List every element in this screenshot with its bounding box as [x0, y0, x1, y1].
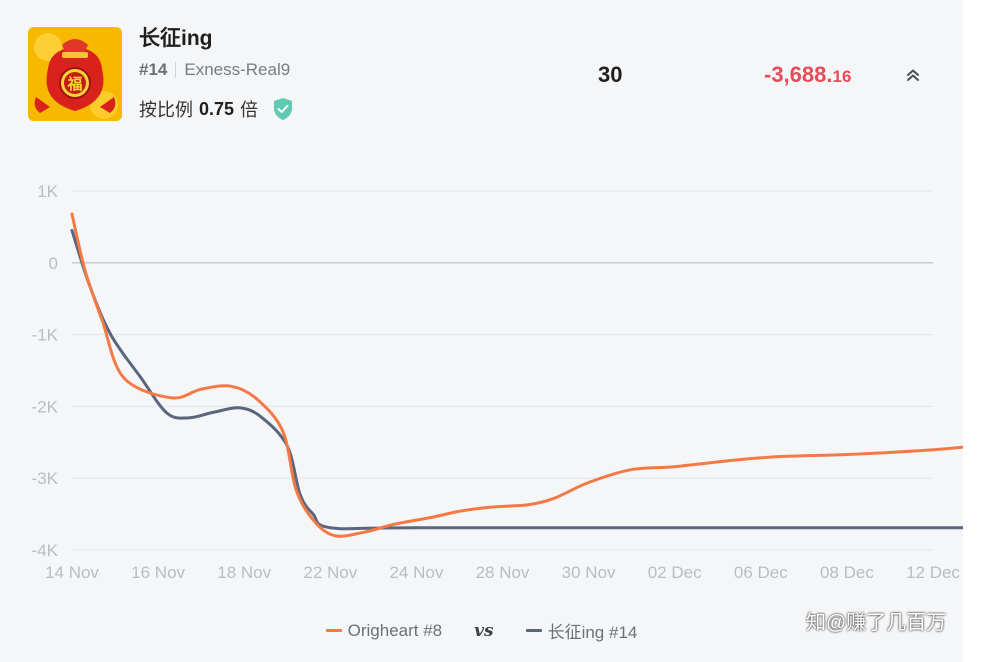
page-edge — [963, 0, 981, 662]
ratio-row: 按比例 0.75 倍 — [139, 96, 294, 122]
ratio-label: 按比例 — [139, 100, 193, 120]
count-value: 30 — [598, 62, 623, 87]
legend-label-series-a: Origheart #8 — [347, 620, 443, 640]
legend-item-series-b[interactable]: 长征ing #14 — [525, 618, 638, 643]
account-label: Exness-Real9 — [184, 60, 291, 79]
rank-badge: #14 — [139, 60, 168, 79]
x-tick-label: 16 Nov — [131, 563, 185, 582]
legend-label-series-b: 长征ing #14 — [547, 623, 638, 642]
legend-swatch-series-b — [525, 629, 542, 632]
profit-value: -3,688.16 — [764, 62, 851, 88]
avatar[interactable]: 福 — [28, 27, 122, 121]
collapse-button[interactable] — [900, 62, 926, 88]
series-line[interactable] — [70, 228, 963, 531]
y-tick-label: -3K — [32, 469, 59, 488]
chart-legend: Origheart #8 vs 长征ing #14 — [0, 618, 963, 643]
series-line[interactable] — [70, 212, 963, 538]
vs-label: vs — [474, 620, 494, 641]
series-lines — [70, 212, 963, 538]
double-chevron-up-icon — [907, 69, 919, 81]
rank-row: #14 Exness-Real9 — [139, 60, 290, 80]
x-tick-label: 08 Dec — [820, 563, 874, 582]
x-tick-label: 12 Dec — [906, 563, 960, 582]
ratio-unit: 倍 — [240, 100, 259, 120]
y-tick-label: 0 — [49, 254, 58, 273]
y-tick-label: -1K — [32, 326, 59, 345]
watermark: 知@赚了几百万 — [806, 612, 947, 634]
svg-text:福: 福 — [66, 75, 82, 93]
grid-lines — [72, 190, 933, 551]
y-tick-label: -4K — [32, 541, 59, 560]
x-tick-label: 14 Nov — [45, 563, 99, 582]
x-tick-label: 24 Nov — [389, 563, 443, 582]
ratio-value: 0.75 — [199, 98, 235, 119]
x-axis-ticks: 14 Nov 16 Nov 18 Nov 22 Nov 24 Nov 28 Nov 30 N… — [45, 563, 960, 582]
trader-name: 长征ing — [139, 27, 213, 50]
x-tick-label: 30 Nov — [562, 563, 616, 582]
legend-swatch-series-a — [325, 629, 342, 632]
legend-item-series-a[interactable]: Origheart #8 — [325, 620, 443, 641]
y-tick-label: -2K — [32, 397, 59, 416]
shield-check-icon — [272, 97, 294, 121]
x-tick-label: 28 Nov — [476, 563, 530, 582]
x-tick-label: 18 Nov — [217, 563, 271, 582]
x-tick-label: 22 Nov — [303, 563, 357, 582]
profit-main: -3,688. — [764, 62, 833, 87]
lucky-bag-avatar-icon: 福 — [28, 27, 122, 121]
profit-decimal: 16 — [832, 67, 852, 86]
y-tick-label: 1K — [37, 182, 58, 201]
x-tick-label: 06 Dec — [734, 563, 788, 582]
divider — [175, 62, 177, 78]
x-tick-label: 02 Dec — [648, 563, 702, 582]
pnl-line-chart: 1K 0 -1K -2K -3K -4K 14 Nov 16 Nov 18 Nov 22 Nov… — [32, 182, 963, 582]
y-axis-ticks: 1K 0 -1K -2K -3K -4K — [32, 182, 59, 560]
